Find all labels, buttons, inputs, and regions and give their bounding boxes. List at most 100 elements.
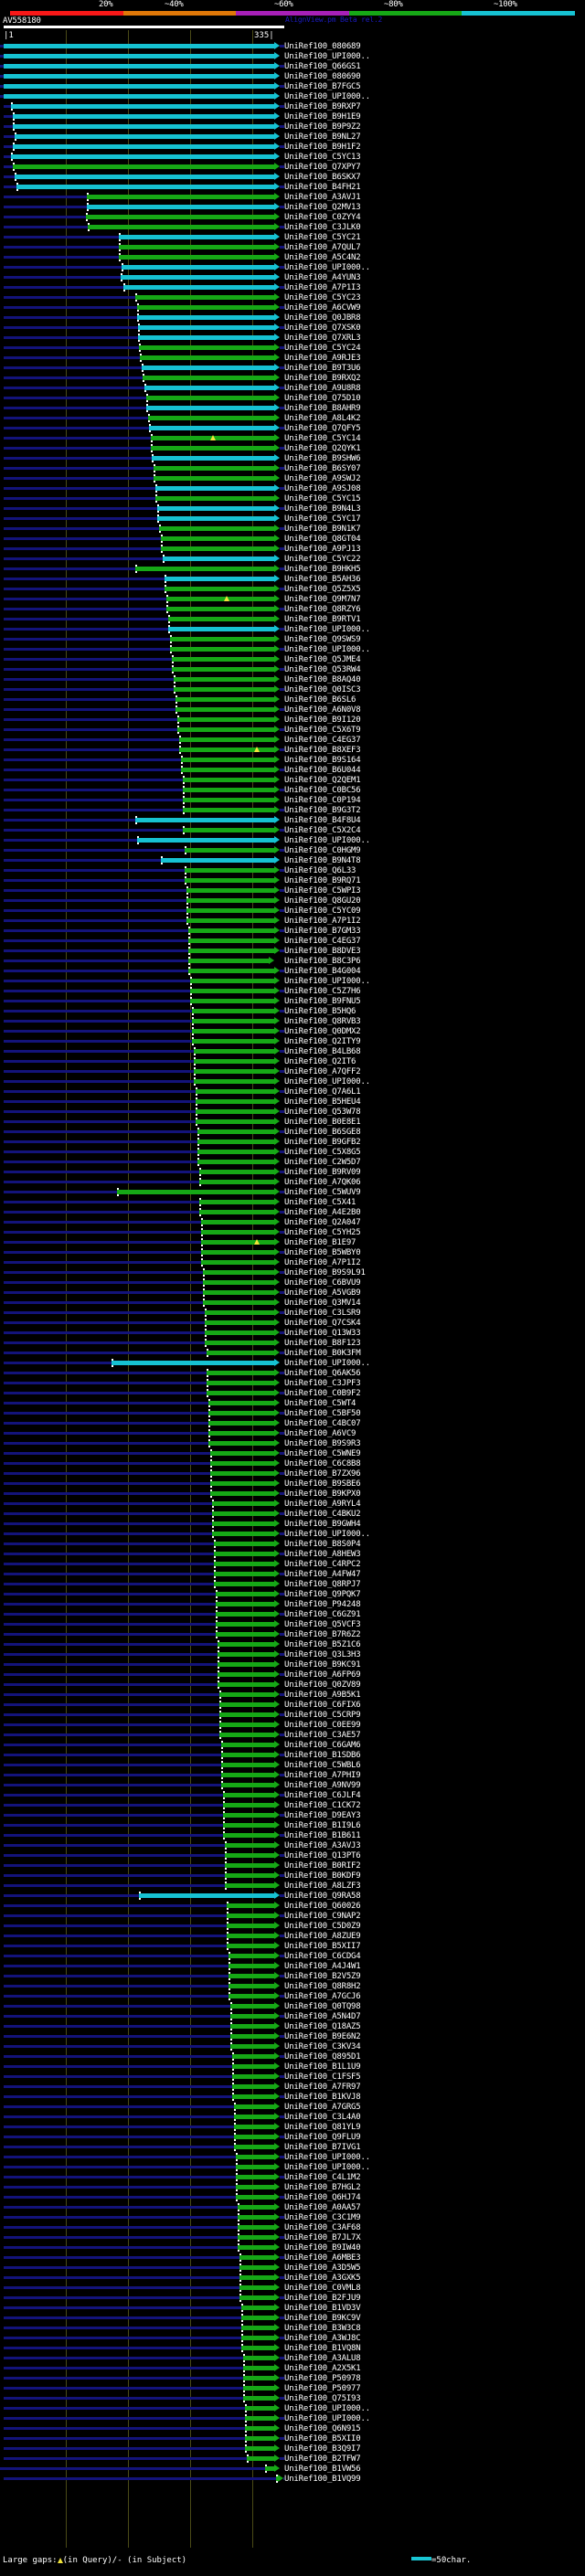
hit-label[interactable]: UniRef100_C9NAP2: [284, 1912, 361, 1921]
alignment-bar[interactable]: [122, 265, 274, 270]
hit-label[interactable]: UniRef100_B5XII7: [284, 1942, 361, 1951]
alignment-bar[interactable]: [186, 908, 274, 913]
table-row[interactable]: UniRef100_Q13W33: [0, 1328, 585, 1338]
alignment-bar[interactable]: [4, 64, 274, 69]
table-row[interactable]: UniRef100_Q9RA58: [0, 1891, 585, 1901]
hit-label[interactable]: UniRef100_Q0DMX2: [284, 1027, 361, 1036]
hit-label[interactable]: UniRef100_C5WNE9: [284, 1449, 361, 1458]
table-row[interactable]: UniRef100_C4L1M2: [0, 2172, 585, 2182]
alignment-bar[interactable]: [135, 818, 274, 822]
table-row[interactable]: UniRef100_P50978: [0, 2373, 585, 2383]
alignment-bar[interactable]: [188, 928, 274, 933]
table-row[interactable]: UniRef100_C5WBL6: [0, 1760, 585, 1770]
hit-label[interactable]: UniRef100_B1VW56: [284, 2465, 361, 2474]
table-row[interactable]: UniRef100_Q8GU20: [0, 896, 585, 906]
alignment-bar[interactable]: [225, 1853, 274, 1858]
alignment-bar[interactable]: [135, 567, 274, 571]
table-row[interactable]: UniRef100_C5BF50: [0, 1408, 585, 1418]
table-row[interactable]: UniRef100_Q66GS1: [0, 61, 585, 71]
hit-label[interactable]: UniRef100_Q2A047: [284, 1218, 361, 1227]
table-row[interactable]: UniRef100_Q75I93: [0, 2393, 585, 2403]
alignment-bar[interactable]: [223, 1813, 274, 1818]
alignment-bar[interactable]: [161, 858, 274, 863]
hit-label[interactable]: UniRef100_B7IVG1: [284, 2143, 361, 2152]
alignment-bar[interactable]: [192, 1009, 274, 1013]
alignment-bar[interactable]: [218, 1662, 274, 1667]
table-row[interactable]: UniRef100_Q8RZY6: [0, 604, 585, 614]
table-row[interactable]: UniRef100_A2X5K1: [0, 2363, 585, 2373]
hit-label[interactable]: UniRef100_C5WBL6: [284, 1761, 361, 1770]
table-row[interactable]: UniRef100_B5XII7: [0, 1941, 585, 1951]
hit-label[interactable]: UniRef100_B9N4T8: [284, 856, 361, 865]
hit-label[interactable]: UniRef100_Q0JBR8: [284, 313, 361, 323]
hit-label[interactable]: UniRef100_B0E8E1: [284, 1118, 361, 1127]
alignment-bar[interactable]: [241, 2306, 274, 2310]
alignment-bar[interactable]: [225, 1843, 274, 1848]
hit-label[interactable]: UniRef100_Q9SWS9: [284, 635, 361, 644]
alignment-bar[interactable]: [154, 476, 274, 481]
alignment-bar[interactable]: [196, 1109, 274, 1114]
hit-label[interactable]: UniRef100_A7PHI9: [284, 1771, 361, 1780]
table-row[interactable]: UniRef100_A9PJ13: [0, 544, 585, 554]
table-row[interactable]: UniRef100_C5YC09: [0, 906, 585, 916]
alignment-bar[interactable]: [208, 1401, 274, 1405]
alignment-bar[interactable]: [223, 1803, 274, 1807]
table-row[interactable]: UniRef100_C5WNE9: [0, 1448, 585, 1458]
table-row[interactable]: UniRef100_A7GCJ6: [0, 1991, 585, 2001]
alignment-bar[interactable]: [208, 1421, 274, 1426]
table-row[interactable]: UniRef100_A7P1I2: [0, 916, 585, 926]
alignment-bar[interactable]: [218, 1672, 274, 1677]
hit-label[interactable]: UniRef100_UPI000..: [284, 977, 370, 986]
table-row[interactable]: UniRef100_A4YUN3: [0, 272, 585, 282]
alignment-bar[interactable]: [214, 1552, 274, 1556]
hit-label[interactable]: UniRef100_B6SL6: [284, 695, 356, 705]
hit-label[interactable]: UniRef100_C2W5D7: [284, 1158, 361, 1167]
hit-label[interactable]: UniRef100_B4F8U4: [284, 816, 361, 825]
hit-label[interactable]: UniRef100_Q3MV14: [284, 1299, 361, 1308]
table-row[interactable]: UniRef100_C5YC21: [0, 232, 585, 242]
hit-label[interactable]: UniRef100_B7FGC5: [284, 82, 361, 91]
alignment-bar[interactable]: [214, 1582, 274, 1586]
hit-label[interactable]: UniRef100_P94248: [284, 1600, 361, 1609]
hit-label[interactable]: UniRef100_C5YC15: [284, 494, 361, 504]
hit-label[interactable]: UniRef100_B9S9R3: [284, 1439, 361, 1448]
hit-label[interactable]: UniRef100_B5HEU4: [284, 1097, 361, 1107]
hit-label[interactable]: UniRef100_B9S9L91: [284, 1268, 366, 1277]
table-row[interactable]: UniRef100_C9NAP2: [0, 1911, 585, 1921]
alignment-bar[interactable]: [232, 2094, 274, 2099]
alignment-bar[interactable]: [238, 2225, 274, 2230]
table-row[interactable]: UniRef100_B5AH36: [0, 574, 585, 584]
hit-label[interactable]: UniRef100_080690: [284, 72, 361, 81]
table-row[interactable]: UniRef100_UPI000..: [0, 1358, 585, 1368]
table-row[interactable]: UniRef100_C5YC23: [0, 292, 585, 302]
hit-label[interactable]: UniRef100_B9E6N2: [284, 2032, 361, 2041]
alignment-bar[interactable]: [4, 74, 274, 79]
table-row[interactable]: UniRef100_C3AE57: [0, 1730, 585, 1740]
table-row[interactable]: UniRef100_Q7CSK4: [0, 1318, 585, 1328]
table-row[interactable]: UniRef100_A3D5W5: [0, 2263, 585, 2273]
alignment-bar[interactable]: [140, 355, 274, 360]
hit-label[interactable]: UniRef100_C3AE57: [284, 1731, 361, 1740]
alignment-bar[interactable]: [212, 1521, 274, 1526]
alignment-bar[interactable]: [199, 1180, 274, 1184]
hit-label[interactable]: UniRef100_C0BC56: [284, 786, 361, 795]
hit-label[interactable]: UniRef100_C5WPI3: [284, 886, 361, 896]
alignment-bar[interactable]: [201, 1220, 274, 1224]
hit-label[interactable]: UniRef100_B1VD3V: [284, 2304, 361, 2313]
table-row[interactable]: UniRef100_B9KC9V: [0, 2313, 585, 2323]
table-row[interactable]: UniRef100_Q18AZ5: [0, 2021, 585, 2031]
table-row[interactable]: UniRef100_UPI000..: [0, 51, 585, 61]
hit-label[interactable]: UniRef100_B3W3C8: [284, 2324, 361, 2333]
table-row[interactable]: UniRef100_C4BKU2: [0, 1509, 585, 1519]
table-row[interactable]: UniRef100_Q13PT6: [0, 1850, 585, 1860]
hit-label[interactable]: UniRef100_A8ZUE9: [284, 1932, 361, 1941]
alignment-bar[interactable]: [218, 1652, 274, 1657]
alignment-bar[interactable]: [181, 758, 274, 762]
alignment-bar[interactable]: [168, 617, 274, 621]
table-row[interactable]: UniRef100_B5HQ6: [0, 1006, 585, 1016]
table-row[interactable]: UniRef100_A0AA57: [0, 2202, 585, 2212]
table-row[interactable]: UniRef100_C0BC56: [0, 785, 585, 795]
table-row[interactable]: UniRef100_Q5Z5X5: [0, 584, 585, 594]
hit-label[interactable]: UniRef100_C5CRP9: [284, 1711, 361, 1720]
alignment-bar[interactable]: [172, 667, 274, 672]
